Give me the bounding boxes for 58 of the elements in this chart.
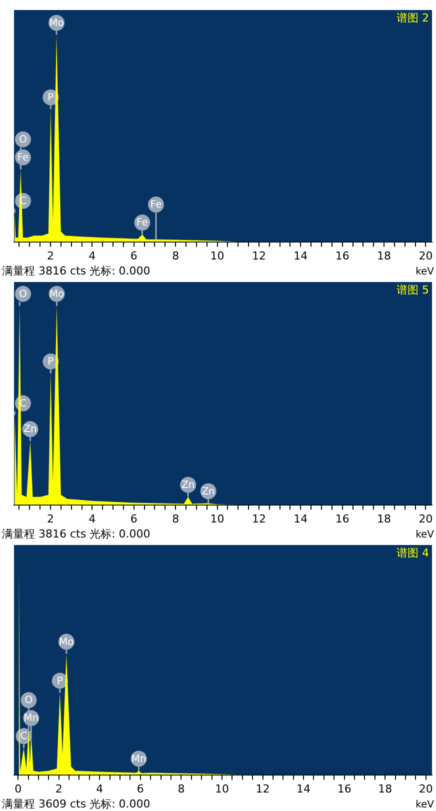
annotation: O: [19, 288, 28, 300]
x-tick-label: 8: [178, 782, 185, 796]
annotation: Fe: [136, 218, 148, 229]
x-tick-label: 20: [418, 512, 433, 526]
chart-title: 谱图 5: [396, 283, 429, 296]
annotation: Zn: [202, 486, 215, 498]
annotation: Mo: [49, 18, 64, 29]
text: 满量程 3609 cts 光标: 0.000: [2, 797, 150, 810]
x-tick-label: 6: [130, 512, 138, 526]
text: 满量程 3816 cts 光标: 0.000: [2, 527, 150, 540]
x-tick-label: 2: [46, 512, 54, 526]
annotation: P: [48, 92, 54, 104]
x-tick-label: 6: [136, 782, 144, 796]
x-tick-label: 12: [256, 782, 270, 796]
x-tick-label: 18: [377, 249, 392, 262]
x-axis-title: keV: [416, 266, 434, 278]
x-tick-label: 16: [337, 782, 352, 796]
x-tick-label: 10: [210, 249, 224, 262]
x-tick-label: 8: [172, 512, 180, 526]
chart-title: 谱图 2: [396, 11, 429, 24]
annotation: Mo: [49, 288, 64, 300]
x-tick-label: 14: [296, 782, 311, 796]
annotation: O: [19, 134, 28, 146]
annotation: P: [48, 356, 54, 368]
x-tick-label: 18: [378, 782, 392, 796]
x-tick-label: 14: [294, 249, 308, 262]
annotation: Zn: [24, 424, 37, 436]
chart-title: 谱图 4: [396, 546, 429, 560]
x-tick-label: 16: [335, 512, 350, 526]
x-tick-label: 14: [294, 512, 308, 526]
annotation: Fe: [150, 200, 162, 211]
x-tick-label: 16: [335, 249, 350, 262]
text: 满量程 3816 cts 光标: 0.000: [2, 264, 150, 278]
annotation: O: [24, 695, 33, 706]
x-tick-label: 18: [377, 512, 392, 526]
annotation: Fe: [17, 152, 29, 164]
annotation: P: [56, 676, 63, 687]
x-axis-title: keV: [416, 530, 434, 541]
x-tick-label: 4: [88, 249, 96, 262]
x-tick-label: 12: [252, 249, 266, 262]
annotation: Mo: [59, 636, 74, 648]
x-tick-label: 0: [14, 782, 22, 796]
x-tick-label: 12: [252, 512, 266, 526]
x-tick-label: 2: [46, 249, 54, 262]
x-tick-label: 8: [172, 249, 180, 262]
x-tick-label: 6: [130, 249, 138, 262]
annotation: Mn: [24, 713, 39, 724]
x-tick-label: 2: [55, 782, 62, 796]
x-tick-label: 20: [418, 782, 433, 796]
annotation: Zn: [181, 480, 195, 491]
x-tick-label: 10: [214, 782, 229, 796]
x-tick-label: 10: [210, 512, 224, 526]
x-tick-label: 20: [418, 249, 433, 262]
annotation: Mn: [131, 754, 146, 765]
x-axis-title: keV: [416, 800, 434, 811]
annotation: C: [20, 731, 28, 742]
x-tick-label: 4: [96, 782, 104, 796]
x-tick-label: 4: [88, 512, 96, 526]
